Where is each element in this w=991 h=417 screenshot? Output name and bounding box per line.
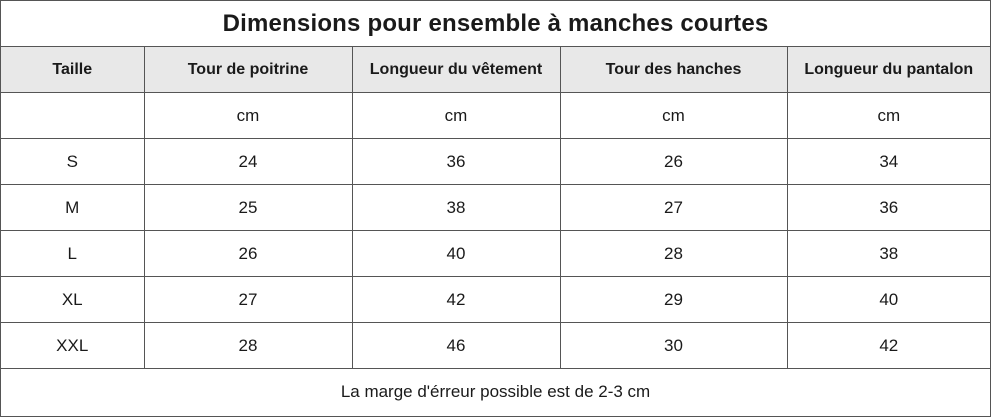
table-row-units: cm cm cm cm <box>1 92 991 139</box>
table-row-m: M 25 38 27 36 <box>1 184 991 231</box>
header-tour-des-hanches: Tour des hanches <box>559 46 788 93</box>
table-cell: 29 <box>559 276 788 323</box>
header-tour-de-poitrine: Tour de poitrine <box>143 46 353 93</box>
header-longueur-pantalon: Longueur du pantalon <box>786 46 991 93</box>
table-cell: 46 <box>351 322 561 369</box>
table-row-xxl: XXL 28 46 30 42 <box>1 322 991 369</box>
table-cell: 25 <box>143 184 353 231</box>
header-taille: Taille <box>1 46 145 93</box>
table-row-xl: XL 27 42 29 40 <box>1 276 991 323</box>
table-cell: 26 <box>143 230 353 277</box>
table-cell: 42 <box>786 322 991 369</box>
table-cell: XL <box>1 276 145 323</box>
table-cell: S <box>1 138 145 185</box>
header-row: Taille Tour de poitrine Longueur du vête… <box>1 46 991 93</box>
table-cell <box>1 92 145 139</box>
table-cell: 24 <box>143 138 353 185</box>
table-cell: 27 <box>143 276 353 323</box>
table-cell: 42 <box>351 276 561 323</box>
table-cell: 36 <box>786 184 991 231</box>
table-cell: 38 <box>786 230 991 277</box>
table-cell: cm <box>559 92 788 139</box>
table-cell: cm <box>143 92 353 139</box>
table-title: Dimensions pour ensemble à manches court… <box>1 1 991 47</box>
table-cell: 40 <box>786 276 991 323</box>
table-cell: 28 <box>143 322 353 369</box>
title-row: Dimensions pour ensemble à manches court… <box>1 1 991 47</box>
table-row-s: S 24 36 26 34 <box>1 138 991 185</box>
table-cell: 34 <box>786 138 991 185</box>
table-cell: 27 <box>559 184 788 231</box>
note-row: La marge d'érreur possible est de 2-3 cm <box>1 368 991 414</box>
error-margin-note: La marge d'érreur possible est de 2-3 cm <box>1 368 991 414</box>
table-cell: M <box>1 184 145 231</box>
table-row-l: L 26 40 28 38 <box>1 230 991 277</box>
header-longueur-vetement: Longueur du vêtement <box>351 46 561 93</box>
table-cell: cm <box>786 92 991 139</box>
table-cell: L <box>1 230 145 277</box>
table-cell: 30 <box>559 322 788 369</box>
table-cell: 26 <box>559 138 788 185</box>
table-cell: 28 <box>559 230 788 277</box>
table-cell: 36 <box>351 138 561 185</box>
table-cell: cm <box>351 92 561 139</box>
table-cell: 40 <box>351 230 561 277</box>
table-cell: 38 <box>351 184 561 231</box>
table-cell: XXL <box>1 322 145 369</box>
